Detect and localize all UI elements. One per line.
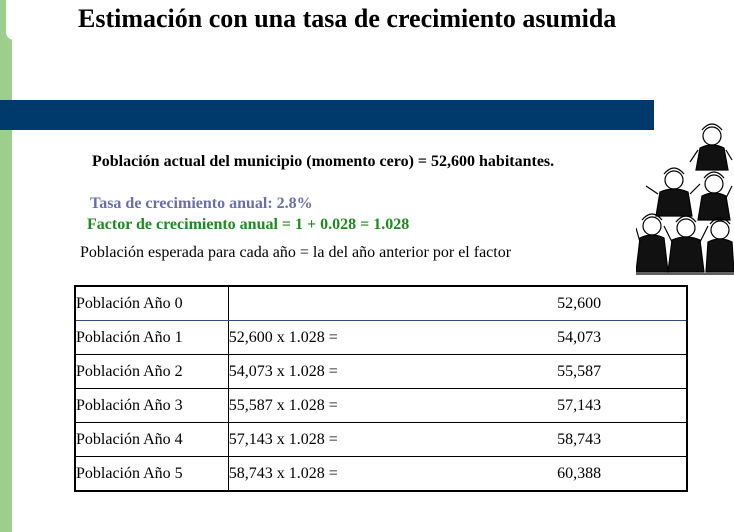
row-value-cell: 52,600 (518, 286, 687, 321)
population-table: Población Año 0 52,600 Población Año 1 52,6… (74, 285, 688, 492)
table-row: Población Año 1 52,600 x 1.028 = 54,073 (75, 320, 687, 355)
slide-title: Estimación con una tasa de crecimiento a… (78, 4, 617, 33)
blue-divider-band (0, 100, 654, 130)
row-label: Población Año 1 (75, 320, 229, 355)
row-value: 57,143 (557, 396, 602, 414)
row-value-cell: 54,073 (518, 320, 687, 355)
row-calculation: 52,600 x 1.028 = (228, 320, 519, 355)
row-value-cell: 55,587 (518, 354, 687, 389)
row-label: Población Año 4 (75, 422, 229, 457)
current-population-text: Población actual del municipio (momento … (92, 153, 555, 170)
growth-rate-text: Tasa de crecimiento anual: 2.8% (90, 195, 313, 212)
table-row: Población Año 3 55,587 x 1.028 = 57,143 (75, 388, 687, 423)
row-value: 54,073 (557, 328, 602, 346)
row-value: 55,587 (557, 362, 602, 380)
row-value-cell: 58,743 (518, 422, 687, 457)
row-label: Población Año 2 (75, 354, 229, 389)
green-side-bar (0, 0, 14, 532)
growth-factor-text: Factor de crecimiento anual = 1 + 0.028 … (87, 216, 410, 233)
row-calculation (228, 286, 519, 321)
row-value: 58,743 (557, 430, 602, 448)
expected-population-text: Población esperada para cada año = la de… (80, 244, 512, 261)
row-value: 60,388 (557, 464, 602, 482)
table-row: Población Año 0 52,600 (75, 286, 687, 321)
row-calculation: 58,743 x 1.028 = (228, 464, 338, 482)
row-value-cell: 57,143 (518, 388, 687, 423)
row-label: Población Año 3 (75, 388, 229, 423)
row-calculation: 54,073 x 1.028 = (228, 354, 519, 389)
row-calculation: 55,587 x 1.028 = (228, 388, 519, 423)
row-calculation: 57,143 x 1.028 = (228, 422, 519, 457)
table-row: Población Año 5 58,743 x 1.028 = 60,388 (75, 456, 687, 492)
table-row: Población Año 2 54,073 x 1.028 = 55,587 (75, 354, 687, 389)
table-row: Población Año 4 57,143 x 1.028 = 58,743 (75, 422, 687, 457)
row-label: Población Año 0 (75, 286, 229, 321)
row-label: Población Año 5 (75, 456, 229, 491)
row-value-cell: 60,388 (518, 457, 687, 492)
crowd-of-people-clipart (636, 123, 734, 275)
row-value: 52,600 (557, 294, 602, 312)
